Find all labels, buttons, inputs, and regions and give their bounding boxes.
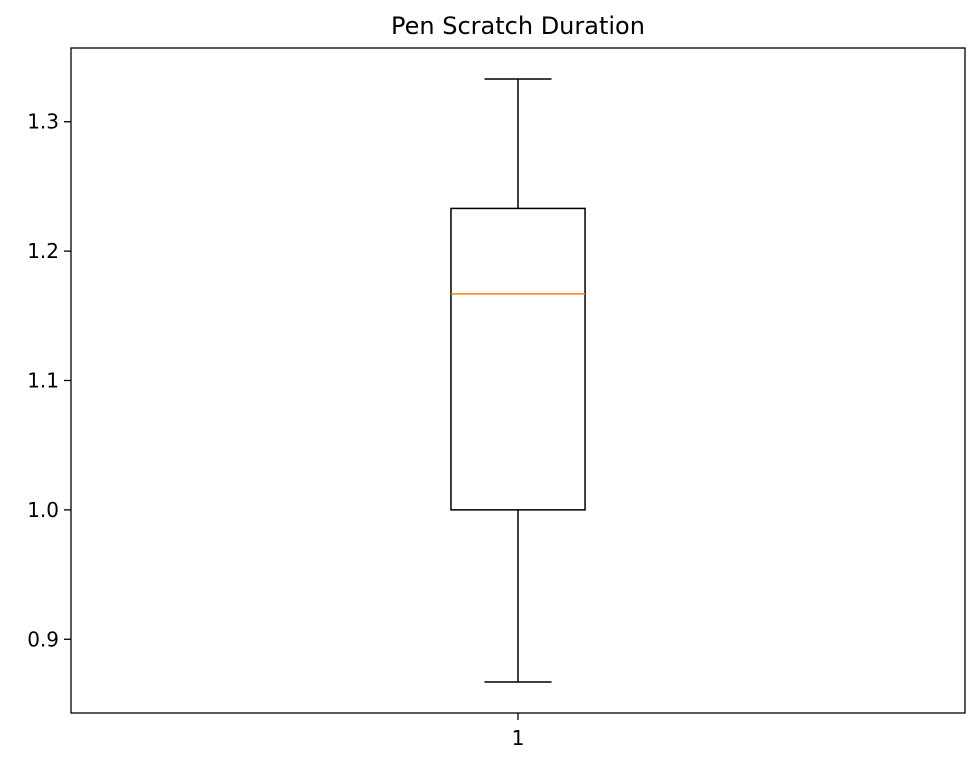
box-group <box>450 78 586 683</box>
y-tick-label: 1.1 <box>27 369 59 393</box>
y-tick-label: 1.3 <box>27 110 59 134</box>
y-tick-label: 1.0 <box>27 498 59 522</box>
box-series <box>450 78 586 683</box>
y-tick-label: 0.9 <box>27 627 59 651</box>
iqr-box <box>450 207 586 511</box>
y-tick-label: 1.2 <box>27 239 59 263</box>
chart-title: Pen Scratch Duration <box>391 12 645 40</box>
y-axis: 0.9 1.0 1.1 1.2 1.3 <box>27 110 71 651</box>
x-tick-label: 1 <box>512 726 525 750</box>
x-axis: 1 <box>512 713 525 750</box>
